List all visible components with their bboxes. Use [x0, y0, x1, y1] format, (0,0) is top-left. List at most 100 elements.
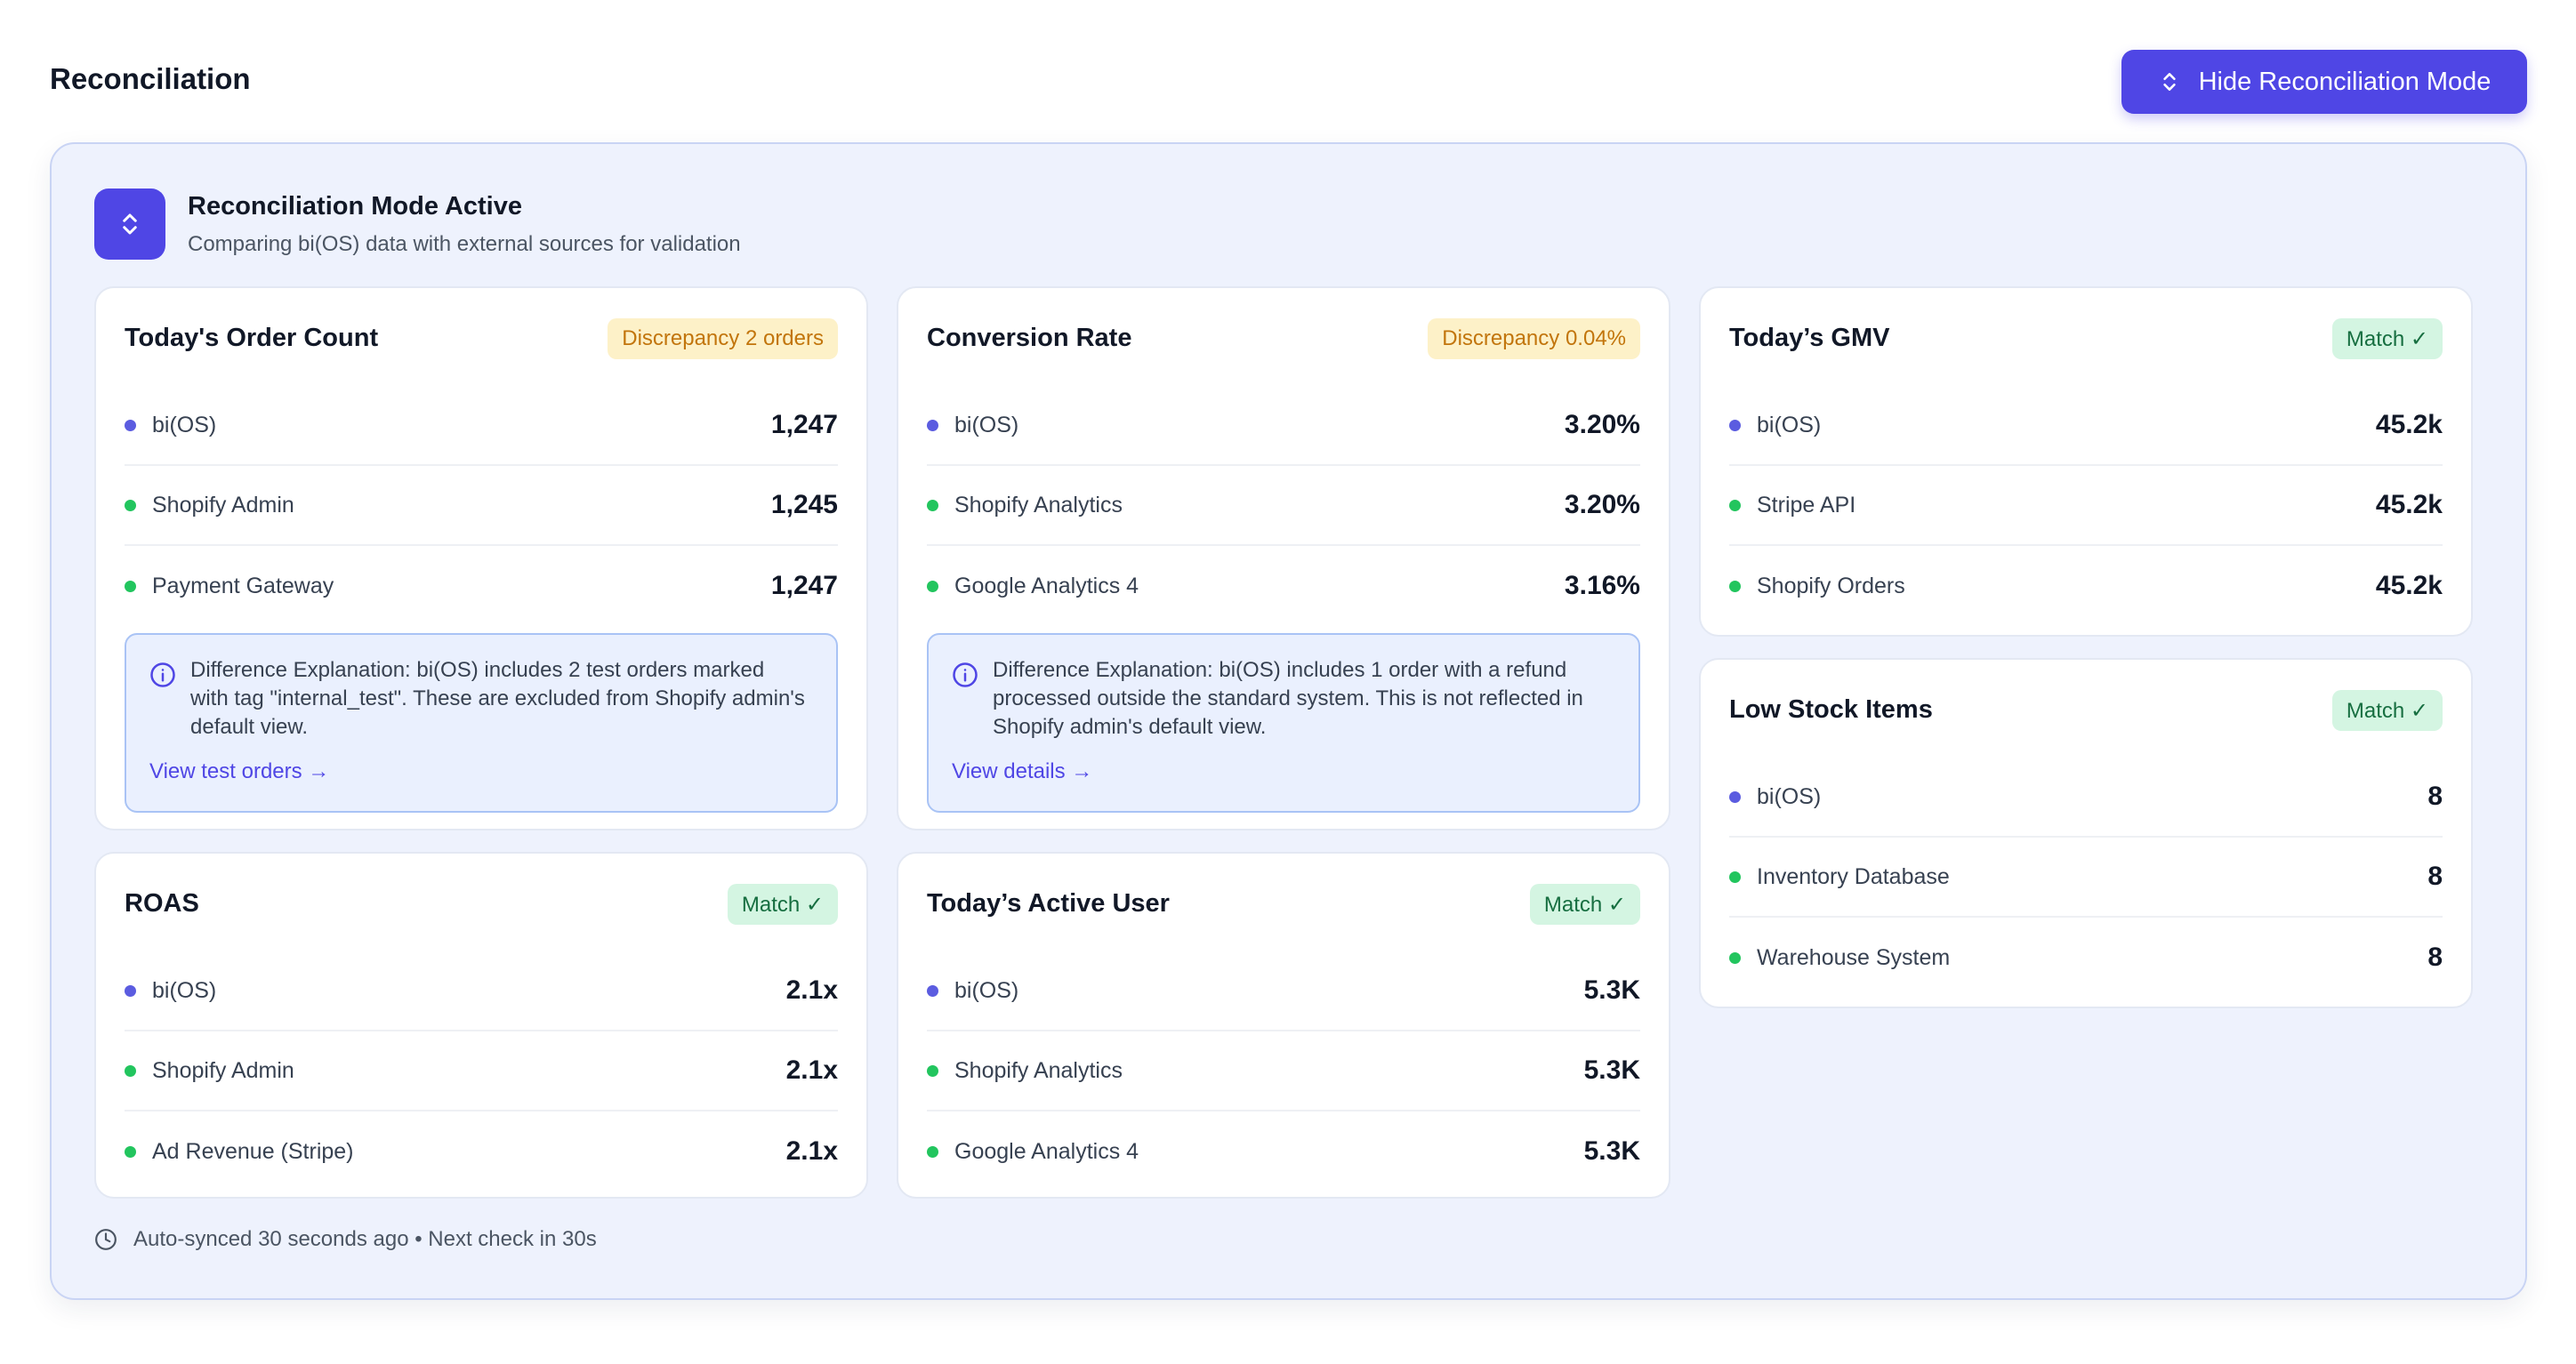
card-conversion-rate: Conversion Rate Discrepancy 0.04% bi(OS)… — [897, 286, 1670, 830]
status-badge: Discrepancy 0.04% — [1428, 318, 1640, 359]
reconciliation-panel: Reconciliation Mode Active Comparing bi(… — [50, 142, 2527, 1300]
source-row: bi(OS) 2.1x — [125, 951, 838, 1031]
source-name: Shopify Analytics — [954, 492, 1123, 518]
source-name: Warehouse System — [1757, 944, 1951, 970]
source-name: Inventory Database — [1757, 863, 1950, 889]
card-title: Today’s Active User — [927, 889, 1170, 918]
source-dot — [1729, 499, 1741, 511]
clock-icon — [95, 1229, 117, 1250]
source-name: Shopify Admin — [152, 1057, 294, 1083]
card-title: Today’s GMV — [1729, 324, 1890, 352]
source-value: 45.2k — [2375, 410, 2443, 439]
source-value: 5.3K — [1583, 1055, 1640, 1085]
source-name: Ad Revenue (Stripe) — [152, 1138, 354, 1164]
source-name: bi(OS) — [1757, 412, 1822, 437]
source-value: 3.20% — [1564, 410, 1640, 439]
source-row: Inventory Database 8 — [1729, 838, 2443, 918]
source-row: Warehouse System 8 — [1729, 918, 2443, 998]
source-value: 5.3K — [1583, 1136, 1640, 1166]
source-row: Shopify Analytics 3.20% — [927, 466, 1640, 546]
source-dot — [927, 1145, 938, 1158]
source-dot — [927, 984, 938, 997]
source-name: Shopify Orders — [1757, 573, 1905, 598]
source-value: 1,247 — [770, 571, 838, 600]
source-row: Google Analytics 4 3.16% — [927, 546, 1640, 626]
source-value: 5.3K — [1583, 975, 1640, 1005]
source-list: bi(OS) 45.2k Stripe API 45.2k Shopify Or… — [1729, 386, 2443, 626]
hide-reconciliation-button[interactable]: Hide Reconciliation Mode — [2121, 50, 2527, 114]
view-details-link[interactable]: View details → — [952, 759, 1093, 783]
source-value: 8 — [2427, 862, 2443, 891]
chevron-up-down-icon — [123, 213, 137, 235]
status-badge: Match ✓ — [1529, 884, 1640, 925]
source-dot — [927, 580, 938, 592]
source-value: 3.20% — [1564, 490, 1640, 519]
chevron-up-down-icon — [2162, 73, 2176, 91]
source-name: Google Analytics 4 — [954, 1138, 1139, 1164]
source-row: bi(OS) 3.20% — [927, 386, 1640, 466]
source-list: bi(OS) 5.3K Shopify Analytics 5.3K Googl… — [927, 951, 1640, 1191]
source-dot — [125, 419, 136, 431]
source-name: bi(OS) — [152, 977, 217, 1003]
source-dot — [1729, 419, 1741, 431]
mode-subtitle: Comparing bi(OS) data with external sour… — [188, 232, 741, 256]
status-badge: Match ✓ — [2331, 318, 2443, 359]
difference-explanation: Difference Explanation: bi(OS) includes … — [125, 633, 838, 813]
source-row: bi(OS) 1,247 — [125, 386, 838, 466]
source-row: bi(OS) 45.2k — [1729, 386, 2443, 466]
source-dot — [1729, 580, 1741, 592]
status-badge: Match ✓ — [727, 884, 838, 925]
source-name: Payment Gateway — [152, 573, 334, 598]
card-roas: ROAS Match ✓ bi(OS) 2.1x Shopify Admin 2… — [94, 852, 868, 1199]
info-icon — [953, 662, 978, 687]
card-title: Today's Order Count — [125, 324, 379, 352]
source-row: Shopify Admin 2.1x — [125, 1031, 838, 1111]
source-name: Shopify Analytics — [954, 1057, 1123, 1083]
source-dot — [125, 580, 136, 592]
source-row: bi(OS) 8 — [1729, 758, 2443, 838]
explanation-text: Difference Explanation: bi(OS) includes … — [993, 658, 1583, 739]
source-value: 1,245 — [770, 490, 838, 519]
source-list: bi(OS) 2.1x Shopify Admin 2.1x Ad Revenu… — [125, 951, 838, 1191]
source-dot — [1729, 790, 1741, 803]
card-title: Low Stock Items — [1729, 695, 1933, 724]
info-icon — [150, 662, 175, 687]
card-active-user: Today’s Active User Match ✓ bi(OS) 5.3K … — [897, 852, 1670, 1199]
source-dot — [927, 1064, 938, 1077]
source-list: bi(OS) 3.20% Shopify Analytics 3.20% Goo… — [927, 386, 1640, 626]
source-value: 2.1x — [785, 1055, 838, 1085]
card-gmv: Today’s GMV Match ✓ bi(OS) 45.2k Stripe … — [1699, 286, 2473, 637]
source-value: 3.16% — [1564, 571, 1640, 600]
card-low-stock: Low Stock Items Match ✓ bi(OS) 8 Invento… — [1699, 658, 2473, 1008]
source-value: 1,247 — [770, 410, 838, 439]
source-row: Shopify Analytics 5.3K — [927, 1031, 1640, 1111]
source-list: bi(OS) 8 Inventory Database 8 Warehouse … — [1729, 758, 2443, 998]
source-dot — [125, 984, 136, 997]
source-value: 45.2k — [2375, 571, 2443, 600]
source-name: bi(OS) — [152, 412, 217, 437]
source-value: 8 — [2427, 943, 2443, 972]
source-name: Google Analytics 4 — [954, 573, 1139, 598]
source-row: Ad Revenue (Stripe) 2.1x — [125, 1111, 838, 1191]
source-dot — [125, 499, 136, 511]
source-value: 8 — [2427, 782, 2443, 811]
hide-reconciliation-label: Hide Reconciliation Mode — [2198, 67, 2491, 96]
explanation-text: Difference Explanation: bi(OS) includes … — [190, 658, 805, 739]
card-order-count: Today's Order Count Discrepancy 2 orders… — [94, 286, 868, 830]
source-value: 45.2k — [2375, 490, 2443, 519]
source-row: Google Analytics 4 5.3K — [927, 1111, 1640, 1191]
mode-icon-tile — [94, 189, 165, 260]
source-dot — [125, 1064, 136, 1077]
source-row: bi(OS) 5.3K — [927, 951, 1640, 1031]
source-dot — [927, 499, 938, 511]
source-name: Stripe API — [1757, 492, 1856, 518]
source-name: bi(OS) — [954, 977, 1019, 1003]
source-row: Payment Gateway 1,247 — [125, 546, 838, 626]
card-title: ROAS — [125, 889, 199, 918]
difference-explanation: Difference Explanation: bi(OS) includes … — [927, 633, 1640, 813]
sync-text: Auto-synced 30 seconds ago • Next check … — [133, 1227, 597, 1251]
card-title: Conversion Rate — [927, 324, 1132, 352]
view-test-orders-link[interactable]: View test orders → — [149, 759, 330, 783]
source-list: bi(OS) 1,247 Shopify Admin 1,245 Payment… — [125, 386, 838, 626]
mode-title: Reconciliation Mode Active — [188, 192, 522, 221]
